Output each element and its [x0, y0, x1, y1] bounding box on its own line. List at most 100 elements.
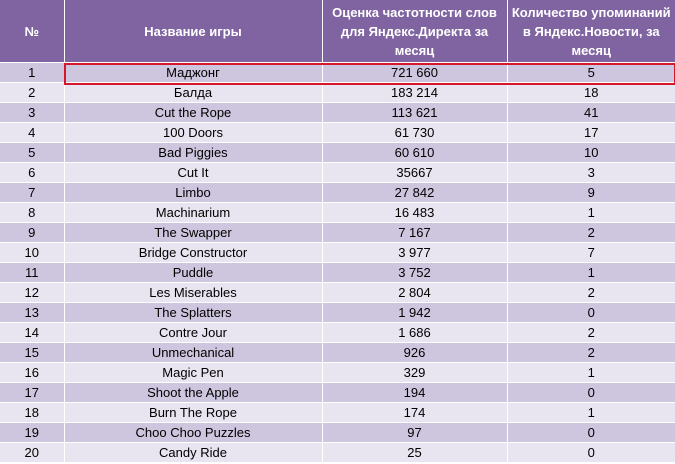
cell-news-mentions: 1 [507, 202, 675, 223]
cell-game-name: Балда [64, 82, 323, 103]
header-news-mentions: Количество упоминаний в Яндекс.Новости, … [507, 0, 675, 63]
header-number: № [0, 0, 65, 63]
cell-news-mentions: 10 [507, 142, 675, 163]
cell-direct-frequency: 113 621 [322, 102, 508, 123]
cell-game-name: Bridge Constructor [64, 242, 323, 263]
table-row: 12 Les Miserables 2 804 2 [0, 282, 675, 303]
table-body: 1 Маджонг 721 660 5 2 Балда 183 214 18 3 Cut the … [0, 62, 675, 462]
table-row: 16 Magic Pen 329 1 [0, 362, 675, 383]
cell-number: 6 [0, 162, 65, 183]
cell-news-mentions: 2 [507, 342, 675, 363]
table-row: 18 Burn The Rope 174 1 [0, 402, 675, 423]
table-row: 14 Contre Jour 1 686 2 [0, 322, 675, 343]
cell-direct-frequency: 194 [322, 382, 508, 403]
cell-news-mentions: 1 [507, 262, 675, 283]
cell-direct-frequency: 1 942 [322, 302, 508, 323]
cell-direct-frequency: 97 [322, 422, 508, 443]
cell-news-mentions: 2 [507, 222, 675, 243]
table-row: 9 The Swapper 7 167 2 [0, 222, 675, 243]
cell-number: 1 [0, 62, 65, 83]
cell-game-name: Shoot the Apple [64, 382, 323, 403]
table-row: 11 Puddle 3 752 1 [0, 262, 675, 283]
cell-game-name: Puddle [64, 262, 323, 283]
cell-number: 9 [0, 222, 65, 243]
cell-number: 4 [0, 122, 65, 143]
cell-news-mentions: 17 [507, 122, 675, 143]
cell-direct-frequency: 2 804 [322, 282, 508, 303]
cell-game-name: Limbo [64, 182, 323, 203]
cell-direct-frequency: 329 [322, 362, 508, 383]
cell-direct-frequency: 25 [322, 442, 508, 462]
cell-number: 5 [0, 142, 65, 163]
cell-news-mentions: 0 [507, 422, 675, 443]
table-row: 5 Bad Piggies 60 610 10 [0, 142, 675, 163]
cell-number: 10 [0, 242, 65, 263]
table-row: 8 Machinarium 16 483 1 [0, 202, 675, 223]
cell-number: 8 [0, 202, 65, 223]
cell-number: 3 [0, 102, 65, 123]
cell-game-name: Burn The Rope [64, 402, 323, 423]
cell-game-name: Les Miserables [64, 282, 323, 303]
cell-game-name: Candy Ride [64, 442, 323, 462]
cell-game-name: The Splatters [64, 302, 323, 323]
cell-number: 19 [0, 422, 65, 443]
cell-number: 20 [0, 442, 65, 462]
cell-number: 15 [0, 342, 65, 363]
cell-news-mentions: 0 [507, 302, 675, 323]
cell-game-name: 100 Doors [64, 122, 323, 143]
table-row: 15 Unmechanical 926 2 [0, 342, 675, 363]
cell-game-name: Magic Pen [64, 362, 323, 383]
cell-news-mentions: 18 [507, 82, 675, 103]
cell-game-name: Маджонг [64, 62, 323, 83]
cell-news-mentions: 2 [507, 322, 675, 343]
cell-direct-frequency: 7 167 [322, 222, 508, 243]
cell-game-name: The Swapper [64, 222, 323, 243]
cell-direct-frequency: 3 752 [322, 262, 508, 283]
cell-number: 17 [0, 382, 65, 403]
cell-game-name: Choo Choo Puzzles [64, 422, 323, 443]
cell-number: 2 [0, 82, 65, 103]
cell-direct-frequency: 27 842 [322, 182, 508, 203]
table-row: 4 100 Doors 61 730 17 [0, 122, 675, 143]
cell-news-mentions: 3 [507, 162, 675, 183]
cell-news-mentions: 5 [507, 62, 675, 83]
cell-number: 12 [0, 282, 65, 303]
cell-game-name: Unmechanical [64, 342, 323, 363]
cell-game-name: Bad Piggies [64, 142, 323, 163]
table-row: 20 Candy Ride 25 0 [0, 442, 675, 462]
cell-game-name: Machinarium [64, 202, 323, 223]
table-row: 19 Choo Choo Puzzles 97 0 [0, 422, 675, 443]
cell-game-name: Cut It [64, 162, 323, 183]
cell-direct-frequency: 926 [322, 342, 508, 363]
table-row: 3 Cut the Rope 113 621 41 [0, 102, 675, 123]
cell-number: 18 [0, 402, 65, 423]
table-row: 6 Cut It 35667 3 [0, 162, 675, 183]
cell-number: 11 [0, 262, 65, 283]
table-row: 7 Limbo 27 842 9 [0, 182, 675, 203]
cell-news-mentions: 9 [507, 182, 675, 203]
cell-direct-frequency: 16 483 [322, 202, 508, 223]
table-row: 13 The Splatters 1 942 0 [0, 302, 675, 323]
cell-number: 13 [0, 302, 65, 323]
cell-news-mentions: 2 [507, 282, 675, 303]
cell-direct-frequency: 60 610 [322, 142, 508, 163]
table-row: 1 Маджонг 721 660 5 [0, 62, 675, 83]
cell-news-mentions: 0 [507, 382, 675, 403]
cell-direct-frequency: 61 730 [322, 122, 508, 143]
cell-number: 7 [0, 182, 65, 203]
cell-news-mentions: 7 [507, 242, 675, 263]
cell-news-mentions: 1 [507, 402, 675, 423]
cell-number: 16 [0, 362, 65, 383]
header-direct-frequency: Оценка частотности слов для Яндекс.Дирек… [322, 0, 508, 63]
cell-direct-frequency: 721 660 [322, 62, 508, 83]
table-row: 2 Балда 183 214 18 [0, 82, 675, 103]
cell-game-name: Cut the Rope [64, 102, 323, 123]
table-row: 17 Shoot the Apple 194 0 [0, 382, 675, 403]
cell-direct-frequency: 1 686 [322, 322, 508, 343]
cell-news-mentions: 1 [507, 362, 675, 383]
cell-news-mentions: 41 [507, 102, 675, 123]
cell-number: 14 [0, 322, 65, 343]
header-game-name: Название игры [64, 0, 323, 63]
